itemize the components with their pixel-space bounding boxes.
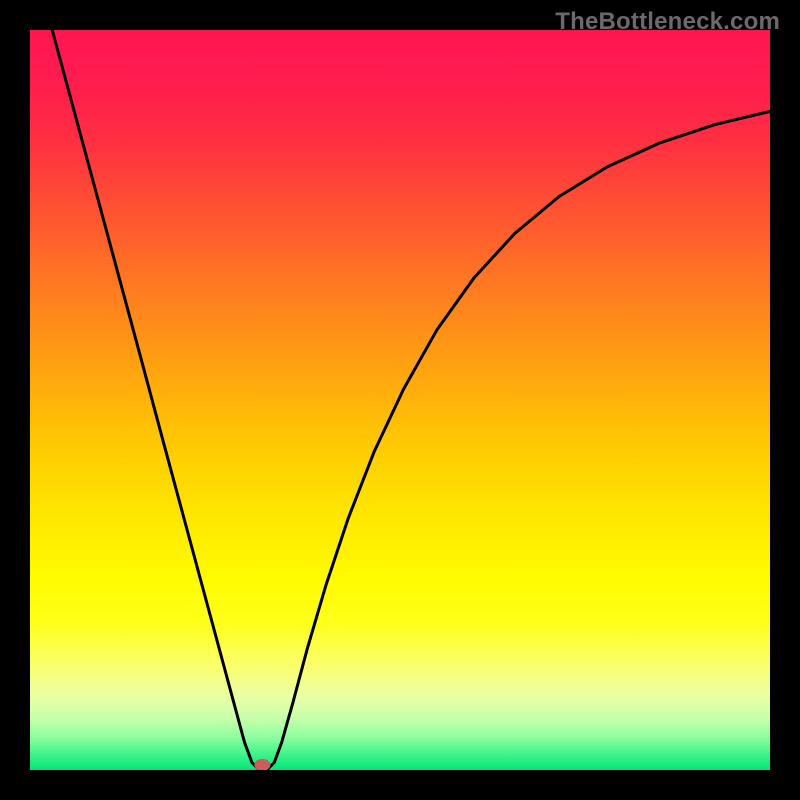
optimal-point-marker [254, 759, 270, 770]
plot-area [30, 30, 770, 770]
bottleneck-chart [30, 30, 770, 770]
bottleneck-curve [52, 30, 770, 770]
attribution-label: TheBottleneck.com [555, 8, 780, 36]
